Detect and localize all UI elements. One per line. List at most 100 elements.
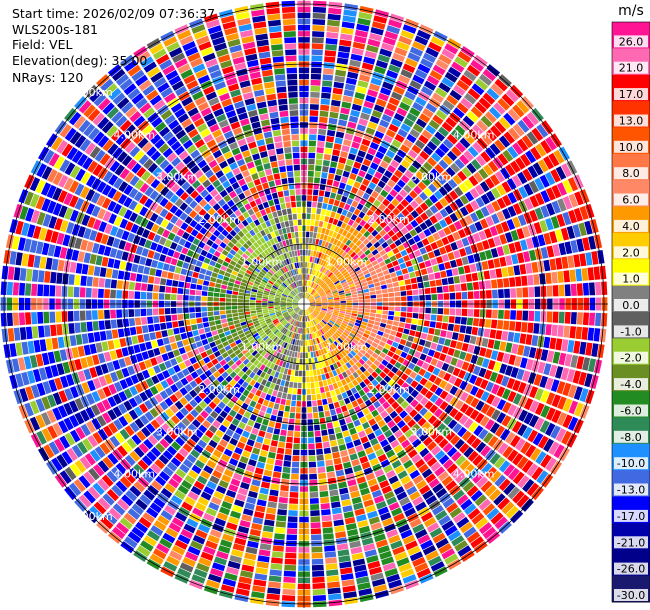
velocity-gate	[441, 346, 449, 354]
velocity-gate	[269, 356, 275, 363]
velocity-gate	[400, 529, 413, 539]
velocity-gate	[500, 221, 510, 233]
velocity-gate	[318, 190, 325, 197]
velocity-gate	[362, 318, 369, 323]
velocity-gate	[312, 400, 317, 407]
velocity-gate	[48, 379, 58, 392]
velocity-gate	[543, 232, 552, 245]
velocity-gate	[170, 242, 178, 250]
velocity-gate	[462, 481, 475, 493]
velocity-gate	[392, 546, 406, 556]
velocity-gate	[189, 313, 196, 319]
velocity-gate	[206, 459, 217, 469]
velocity-gate	[463, 526, 477, 539]
velocity-gate	[334, 525, 345, 533]
velocity-gate	[96, 401, 106, 414]
velocity-gate	[320, 273, 325, 279]
velocity-gate	[406, 290, 413, 296]
velocity-gate	[450, 434, 461, 446]
velocity-gate	[242, 327, 249, 333]
velocity-gate	[446, 269, 453, 277]
velocity-gate	[379, 388, 387, 396]
velocity-gate	[459, 521, 473, 534]
velocity-gate	[151, 223, 160, 233]
velocity-gate	[27, 254, 35, 268]
velocity-gate	[186, 351, 194, 359]
velocity-gate	[153, 497, 166, 509]
velocity-gate	[536, 470, 549, 484]
velocity-gate	[382, 293, 389, 298]
velocity-gate	[274, 337, 280, 344]
velocity-gate	[423, 452, 434, 463]
velocity-gate	[316, 337, 320, 344]
velocity-gate	[366, 252, 374, 259]
velocity-gate	[523, 197, 534, 210]
velocity-gate	[222, 419, 231, 428]
velocity-gate	[170, 358, 178, 366]
velocity-gate	[498, 135, 511, 148]
velocity-gate	[345, 77, 357, 85]
velocity-gate	[358, 588, 373, 597]
velocity-gate	[306, 231, 310, 238]
velocity-gate	[295, 314, 299, 320]
velocity-gate	[318, 362, 323, 369]
velocity-gate	[128, 409, 139, 420]
velocity-gate	[123, 197, 133, 208]
velocity-gate	[234, 537, 247, 546]
velocity-gate	[207, 383, 216, 392]
velocity-gate	[419, 353, 427, 361]
velocity-gate	[339, 343, 346, 350]
velocity-gate	[333, 261, 339, 267]
velocity-gate	[490, 470, 502, 483]
velocity-gate	[533, 274, 540, 285]
velocity-gate	[438, 143, 450, 154]
velocity-gate	[351, 294, 358, 298]
velocity-gate	[487, 339, 495, 349]
velocity-gate	[251, 350, 258, 357]
velocity-gate	[582, 237, 591, 251]
velocity-gate	[94, 446, 106, 459]
velocity-gate	[165, 377, 175, 386]
velocity-gate	[154, 393, 164, 403]
velocity-gate	[315, 285, 320, 291]
velocity-gate	[357, 342, 364, 348]
velocity-gate	[312, 363, 316, 370]
velocity-gate	[336, 354, 342, 361]
velocity-gate	[331, 93, 342, 101]
velocity-gate	[536, 124, 549, 138]
velocity-gate	[101, 341, 109, 352]
velocity-gate	[433, 190, 443, 200]
velocity-gate	[202, 285, 209, 291]
velocity-gate	[48, 152, 60, 167]
velocity-gate	[313, 369, 317, 376]
velocity-gate	[327, 123, 337, 131]
velocity-gate	[309, 307, 314, 311]
velocity-gate	[288, 309, 294, 314]
velocity-gate	[194, 502, 207, 512]
velocity-gate	[403, 139, 414, 149]
velocity-gate	[403, 459, 414, 469]
velocity-gate	[261, 324, 268, 329]
velocity-gate	[121, 230, 130, 241]
velocity-gate	[507, 404, 518, 416]
velocity-gate	[306, 328, 308, 334]
velocity-gate	[314, 270, 318, 276]
velocity-gate	[35, 398, 46, 412]
velocity-gate	[339, 310, 346, 314]
velocity-gate	[210, 325, 217, 332]
velocity-gate	[141, 369, 150, 379]
velocity-gate	[315, 297, 321, 300]
velocity-gate	[328, 1, 343, 9]
velocity-gate	[286, 534, 297, 541]
velocity-gate	[338, 444, 347, 452]
velocity-gate	[244, 330, 251, 336]
velocity-gate	[317, 460, 325, 467]
velocity-gate	[337, 328, 344, 334]
velocity-gate	[179, 397, 188, 406]
velocity-gate	[545, 377, 554, 390]
velocity-gate	[365, 153, 374, 161]
velocity-gate	[323, 533, 334, 540]
velocity-gate	[270, 395, 276, 403]
velocity-gate	[358, 389, 366, 397]
velocity-gate	[322, 327, 328, 333]
